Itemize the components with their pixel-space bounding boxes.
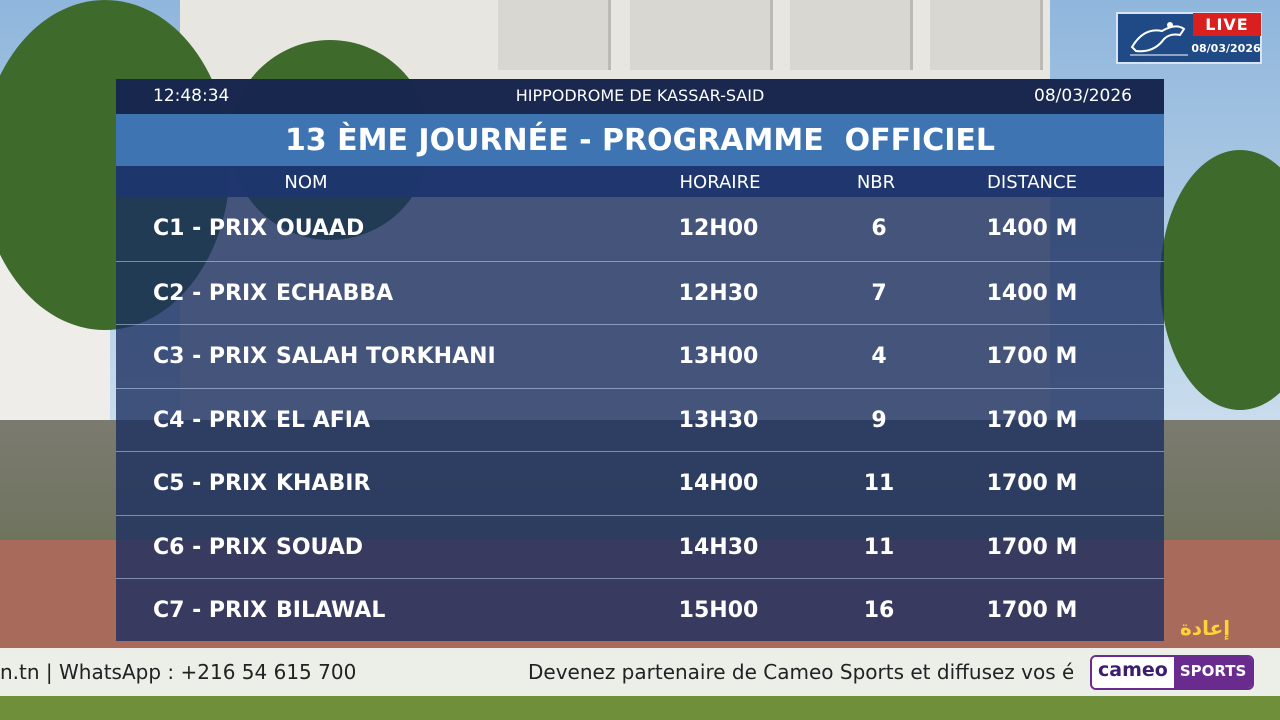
race-time: 14H30 — [678, 534, 759, 560]
race-name: EL AFIA — [276, 407, 370, 433]
column-time: HORAIRE — [679, 172, 761, 193]
race-row: C2 - PRIX ECHABBA 12H30 7 1400 M — [116, 260, 1164, 325]
race-count: 7 — [871, 280, 887, 306]
race-code: C3 - PRIX — [153, 344, 268, 369]
program-board: 12:48:34 HIPPODROME DE KASSAR-SAID 08/03… — [116, 79, 1164, 641]
race-time: 13H30 — [678, 407, 759, 433]
race-code: C2 - PRIX — [153, 280, 268, 306]
race-distance: 1700 M — [986, 344, 1078, 369]
race-row: C4 - PRIX EL AFIA 13H30 9 1700 M — [116, 387, 1164, 452]
news-ticker: n.tn | WhatsApp : +216 54 615 700 Devene… — [0, 648, 1280, 696]
venue-name: HIPPODROME DE KASSAR-SAID — [515, 86, 765, 105]
race-row: C1 - PRIX OUAAD 12H00 6 1400 M — [116, 197, 1164, 261]
column-headers: NOM HORAIRE NBR DISTANCE — [116, 166, 1164, 197]
ticker-message: Devenez partenaire de Cameo Sports et di… — [528, 660, 1073, 684]
race-name: ECHABBA — [276, 280, 394, 306]
race-name: KHABIR — [276, 471, 371, 496]
race-name: BILAWAL — [276, 598, 386, 623]
race-name: SALAH TORKHANI — [276, 344, 496, 369]
live-badge: LIVE — [1193, 13, 1261, 36]
column-name: NOM — [284, 172, 328, 193]
race-time: 14H00 — [678, 471, 759, 496]
tree — [1160, 150, 1280, 410]
race-row: C5 - PRIX KHABIR 14H00 11 1700 M — [116, 451, 1164, 515]
race-count: 16 — [863, 598, 895, 623]
race-name: OUAAD — [276, 216, 365, 241]
column-count: NBR — [856, 172, 896, 193]
race-count: 4 — [871, 344, 887, 369]
badge-date: 08/03/2026 — [1191, 42, 1261, 55]
race-time: 12H30 — [678, 280, 759, 306]
channel-logo — [1116, 12, 1262, 64]
race-time: 13H00 — [678, 344, 759, 369]
horse-rider-logo-icon — [1130, 22, 1188, 56]
race-row: C7 - PRIX BILAWAL 15H00 16 1700 M — [116, 578, 1164, 642]
column-distance: DISTANCE — [987, 172, 1077, 193]
ticker-contact: n.tn | WhatsApp : +216 54 615 700 — [0, 660, 357, 684]
race-code: C4 - PRIX — [153, 407, 268, 433]
program-title: 13 ÈME JOURNÉE - PROGRAMME OFFICIEL — [116, 114, 1164, 166]
clock: 12:48:34 — [153, 86, 230, 106]
sports-logo-text: SPORTS — [1173, 657, 1253, 688]
replay-label: إعادة — [1180, 616, 1231, 640]
board-date: 08/03/2026 — [1034, 86, 1132, 106]
race-distance: 1400 M — [986, 216, 1078, 241]
board-top-bar: 12:48:34 HIPPODROME DE KASSAR-SAID 08/03… — [116, 79, 1164, 114]
race-distance: 1400 M — [986, 280, 1078, 306]
race-count: 11 — [863, 471, 895, 496]
race-row: C6 - PRIX SOUAD 14H30 11 1700 M — [116, 514, 1164, 579]
race-time: 12H00 — [678, 216, 759, 241]
race-count: 6 — [871, 216, 887, 241]
cameo-sports-logo: cameo SPORTS — [1090, 655, 1255, 690]
race-list: C1 - PRIX OUAAD 12H00 6 1400 M C2 - PRIX… — [116, 197, 1164, 642]
race-distance: 1700 M — [986, 471, 1078, 496]
race-distance: 1700 M — [986, 598, 1078, 623]
race-row: C3 - PRIX SALAH TORKHANI 13H00 4 1700 M — [116, 324, 1164, 388]
race-time: 15H00 — [678, 598, 759, 623]
race-name: SOUAD — [276, 534, 364, 560]
race-count: 11 — [863, 534, 895, 560]
race-count: 9 — [871, 407, 887, 433]
race-distance: 1700 M — [986, 407, 1078, 433]
cameo-logo-text: cameo — [1092, 657, 1174, 688]
race-code: C1 - PRIX — [153, 216, 268, 241]
race-code: C7 - PRIX — [153, 598, 268, 623]
race-code: C5 - PRIX — [153, 471, 268, 496]
race-code: C6 - PRIX — [153, 534, 268, 560]
race-distance: 1700 M — [986, 534, 1078, 560]
